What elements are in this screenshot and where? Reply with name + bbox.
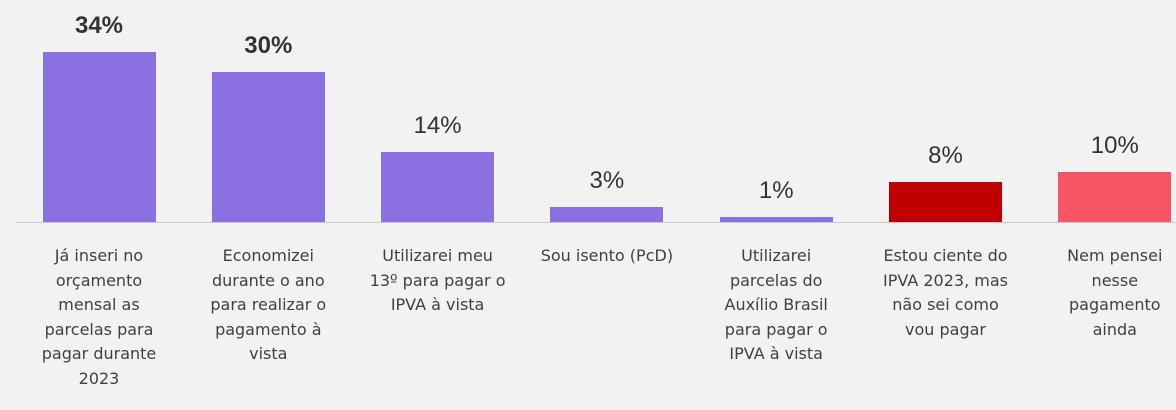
bar — [719, 217, 833, 222]
value-label: 30% — [244, 32, 293, 59]
category-label: Estou ciente do IPVA 2023, mas não sei c… — [883, 246, 1008, 339]
value-label: 14% — [413, 112, 462, 139]
value-label: 1% — [758, 177, 794, 204]
bar — [889, 182, 1002, 222]
value-label: 10% — [1090, 132, 1139, 159]
category-label: Utilizarei meu 13º para pagar o IPVA à v… — [369, 246, 506, 314]
bar — [381, 152, 495, 222]
category-label: Sou isento (PcD) — [540, 246, 674, 265]
category-label: Utilizarei parcelas do Auxílio Brasil pa… — [724, 246, 828, 363]
bar — [42, 52, 156, 222]
category-label: Já inseri no orçamento mensal as parcela… — [41, 246, 157, 388]
value-label: 8% — [928, 142, 963, 169]
bar — [1058, 172, 1172, 222]
bar — [550, 207, 664, 222]
bar — [211, 72, 325, 222]
category-label: Nem pensei nesse pagamento ainda — [1067, 246, 1163, 339]
value-label: 3% — [589, 167, 625, 194]
baseline — [15, 222, 1176, 223]
category-label: Economizei durante o ano para realizar o… — [210, 246, 327, 363]
value-label: 34% — [74, 12, 124, 39]
